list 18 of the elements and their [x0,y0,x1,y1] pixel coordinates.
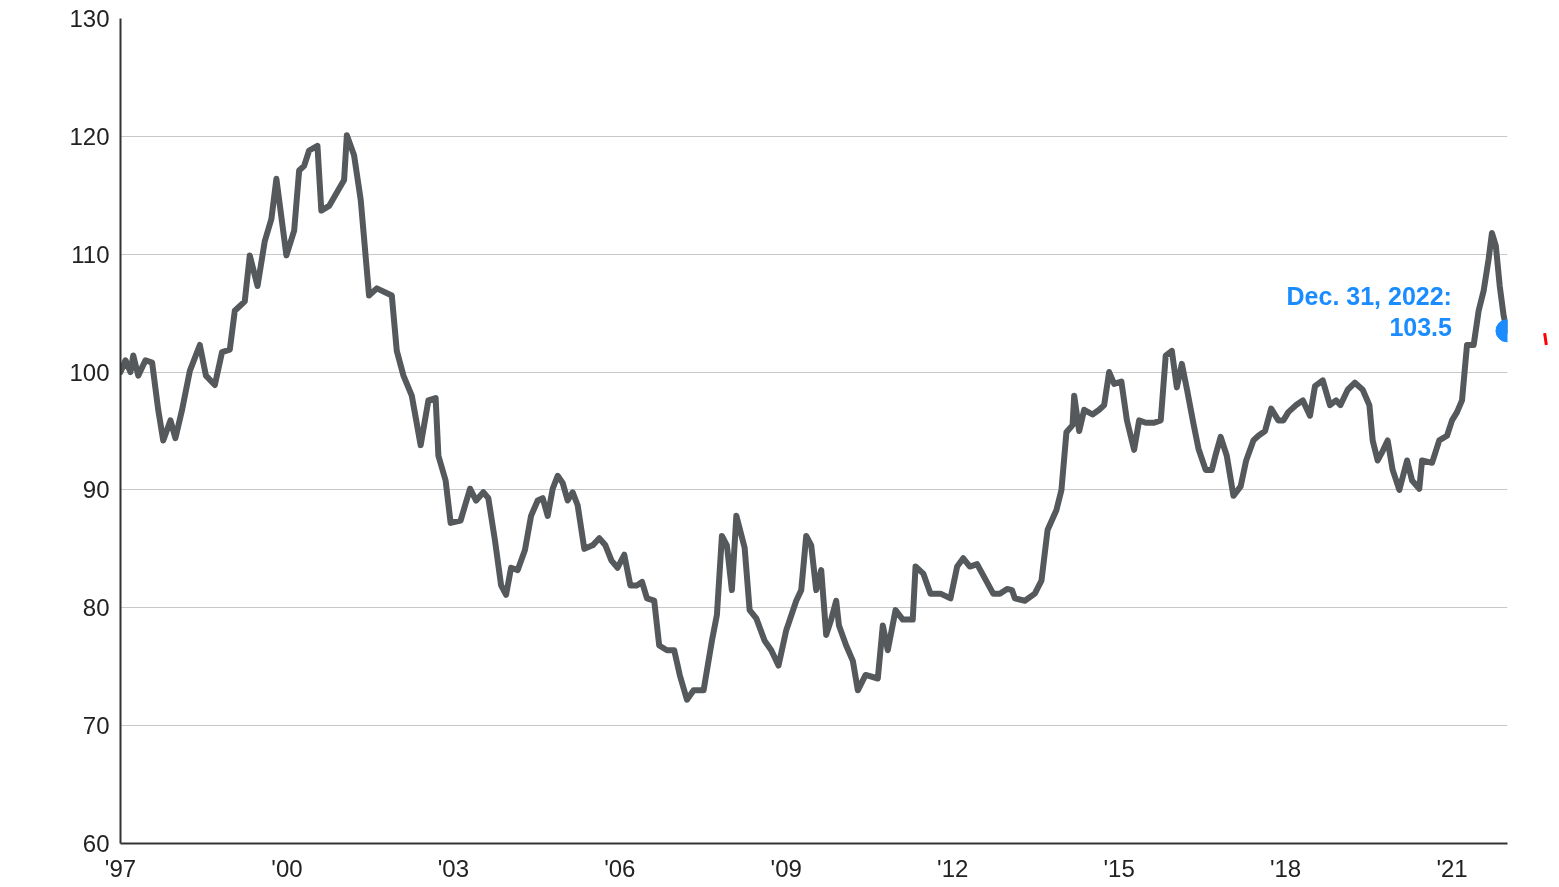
y-tick-label: 90 [82,476,110,504]
y-tick-label: 110 [71,240,110,268]
x-tick-label: '03 [437,854,470,882]
x-tick-label: '06 [604,854,636,882]
y-tick-label: 80 [82,594,110,622]
y-tick-label: 100 [69,358,110,386]
y-tick-label: 130 [69,5,110,32]
x-tick-label: '97 [104,854,137,882]
y-tick-label: 60 [82,830,110,857]
x-tick-label: '15 [1103,854,1135,882]
y-tick-label: 70 [82,712,110,740]
x-tick-label: '00 [271,854,303,882]
x-tick-label: '12 [937,854,969,882]
annotation: Dec. 31, 2022: 103.5 [1286,282,1453,341]
y-tick-label: 120 [69,122,110,150]
x-tick-label: '09 [770,854,802,882]
x-tick-label: '21 [1436,854,1468,882]
x-tick-label: '18 [1269,854,1302,882]
